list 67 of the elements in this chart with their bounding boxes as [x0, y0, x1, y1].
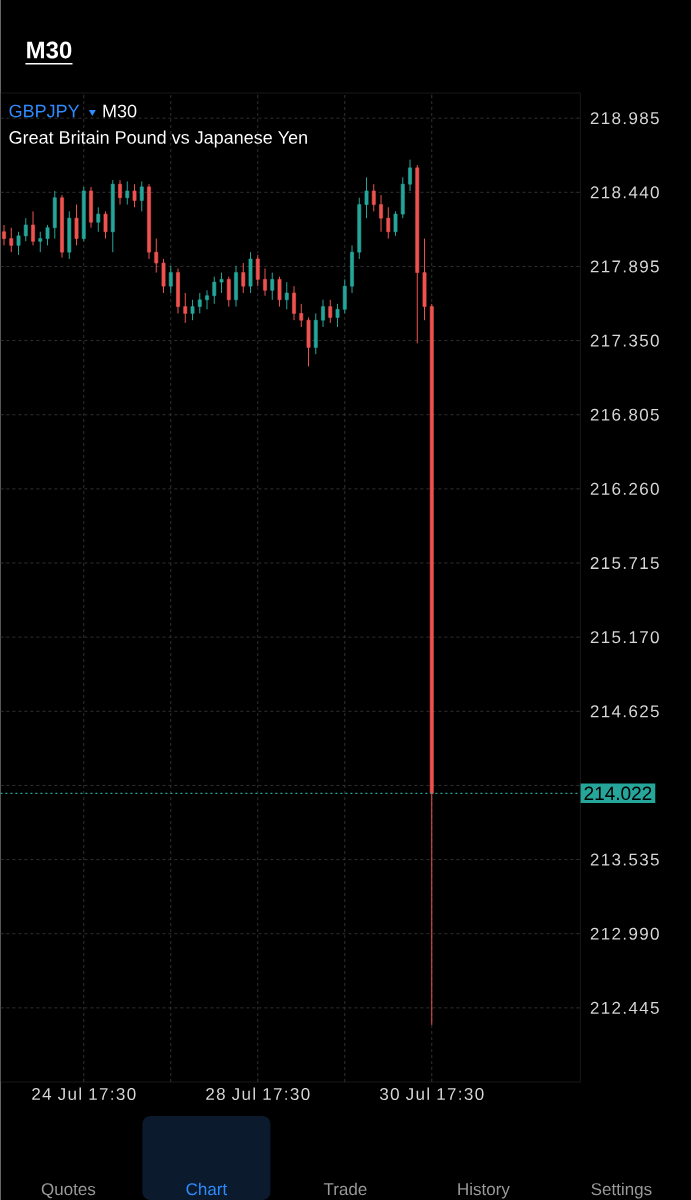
candlestick	[270, 272, 274, 301]
y-tick-label: 215.170	[590, 631, 659, 644]
candlestick	[30, 210, 35, 246]
candlestick	[197, 292, 202, 314]
ref-line-label: 214.022	[584, 786, 652, 801]
y-tick-label: 217.895	[590, 260, 659, 273]
candlestick	[219, 272, 224, 294]
y-tick-label: 212.445	[590, 1001, 659, 1014]
text: Settings	[591, 1182, 652, 1199]
candlestick	[335, 303, 340, 328]
y-tick-label: 215.715	[590, 557, 659, 570]
candlestick	[139, 180, 144, 212]
chart-title: GBPJPY	[9, 104, 80, 118]
candlestick	[103, 210, 108, 240]
y-tick-label: 217.350	[590, 334, 659, 347]
text: Quotes	[41, 1183, 95, 1199]
candlestick	[183, 292, 187, 324]
x-tick-label: 30 Jul 17:30	[379, 1087, 484, 1101]
candlestick	[1, 224, 6, 246]
candlestick	[16, 231, 21, 256]
candlestick	[320, 299, 325, 328]
candlestick	[23, 217, 28, 242]
candlestick	[378, 194, 383, 233]
y-tick-label: 212.990	[590, 927, 659, 940]
candlestick	[96, 206, 100, 233]
candlestick	[255, 254, 260, 287]
text: Great Britain Pound vs Japanese Yen	[9, 130, 307, 148]
candlestick	[117, 179, 122, 206]
text: Chart	[186, 1182, 227, 1196]
text: M30	[27, 41, 72, 59]
y-tick-label: 214.625	[590, 705, 659, 718]
annotation: M30	[103, 104, 137, 118]
candlestick	[262, 268, 267, 297]
candlestick	[291, 285, 296, 321]
candlestick	[132, 183, 137, 208]
candlestick	[241, 262, 245, 294]
candlestick	[45, 224, 50, 246]
candlestick	[38, 231, 42, 253]
candlestick	[161, 258, 166, 294]
candlestick	[190, 299, 195, 321]
y-tick-label: 216.805	[590, 408, 659, 421]
candlestick	[9, 227, 13, 253]
y-tick-label: 218.440	[590, 186, 659, 199]
candlestick	[277, 276, 282, 308]
candlestick	[299, 303, 303, 328]
candlestick	[125, 180, 129, 206]
candlestick	[364, 176, 369, 219]
candlestick	[342, 278, 347, 314]
candlestick	[212, 276, 216, 305]
text: History	[458, 1182, 510, 1199]
candlestick	[74, 204, 79, 246]
candlestick	[386, 206, 390, 240]
candlestick	[371, 183, 376, 212]
text: Trade	[323, 1182, 367, 1196]
candlestick	[393, 210, 398, 237]
candlestick	[328, 299, 332, 324]
y-tick-label: 218.985	[590, 112, 659, 125]
candlestick	[226, 276, 231, 308]
x-tick-label: 24 Jul 17:30	[32, 1087, 136, 1101]
x-tick-label: 28 Jul 17:30	[206, 1087, 310, 1101]
candlestick	[154, 238, 158, 274]
candlestick	[407, 159, 412, 192]
candlestick	[204, 289, 209, 310]
y-tick-label: 216.260	[590, 482, 659, 495]
y-tick-label: 213.535	[590, 853, 659, 866]
candlestick	[284, 281, 289, 310]
candlestick	[168, 265, 173, 294]
